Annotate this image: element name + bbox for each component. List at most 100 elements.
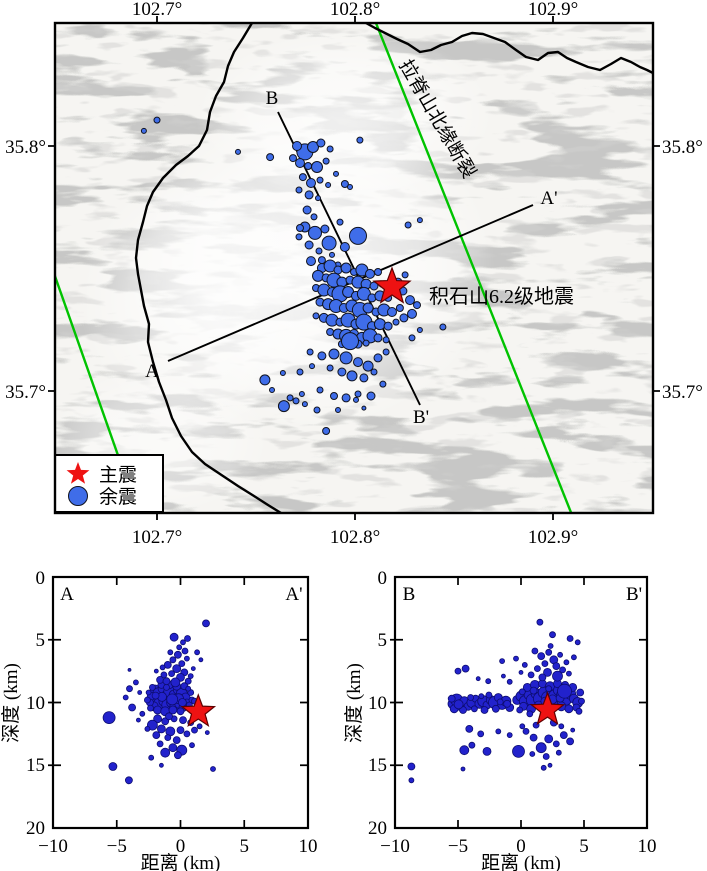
aftershock-dot (506, 732, 513, 738)
lon-tick-bottom-1: 102.7° (132, 527, 182, 548)
aftershock-dot (302, 205, 312, 215)
aftershock-dot (439, 323, 447, 331)
aftershock-dot (552, 662, 561, 670)
aftershock-dot (108, 762, 118, 771)
aftershock-dot (362, 302, 374, 314)
aftershock-dot (190, 666, 196, 671)
aftershock-dot (292, 141, 302, 151)
aftershock-dot (306, 178, 316, 188)
map-tick-marks (48, 16, 660, 520)
aftershock-dot (311, 161, 323, 173)
a-ytick-5: 20 (26, 818, 45, 839)
aftershock-dot (373, 318, 386, 331)
aftershock-dot (559, 731, 568, 739)
aftershock-dot (382, 336, 390, 344)
aftershock-dot (496, 698, 504, 706)
aftershock-dot (470, 705, 478, 713)
aftershock-dot (453, 699, 464, 710)
aftershock-dot (552, 670, 563, 682)
aftershock-dot (286, 394, 294, 402)
aftershock-dot (475, 676, 481, 682)
aftershock-dot (387, 307, 397, 317)
aftershock-dot (499, 658, 506, 664)
aftershock-dot (153, 705, 163, 715)
aftershock-dot (500, 673, 506, 679)
aftershock-dot (181, 647, 189, 655)
aftershock-dot (566, 737, 574, 746)
aftershock-dot (563, 659, 570, 666)
aftershock-dot (401, 271, 409, 279)
aftershock-dot (316, 386, 324, 394)
aftershock-dot (310, 213, 318, 221)
aftershock-dot (166, 693, 179, 706)
aftershock-dot (373, 333, 383, 343)
aftershock-dot (148, 754, 155, 761)
aftershock-dot (135, 717, 141, 723)
aftershock-dot (540, 764, 547, 771)
aftershock-dot (183, 655, 190, 662)
aftershock-dot (176, 707, 185, 716)
b-ytick-3: 10 (368, 693, 387, 714)
aftershock-dot (165, 712, 173, 721)
aftershock-dot (137, 690, 143, 695)
aftershock-dot (172, 736, 181, 744)
aftershock-dot (341, 332, 359, 351)
aftershock-dot (529, 751, 536, 757)
aftershock-dot (545, 648, 553, 656)
aftershock-dot (349, 226, 367, 245)
aftershock-dot (467, 694, 475, 701)
aftershock-dot (173, 751, 182, 760)
section-a-ylabel: 深度 (km) (0, 663, 22, 743)
aftershock-dot (160, 671, 168, 679)
aftershock-dot (339, 351, 353, 365)
mainshock-name-label: 积石山6.2级地震 (429, 285, 574, 308)
aftershock-dot (313, 406, 321, 414)
aftershock-dot (308, 225, 322, 240)
aftershock-dot (347, 184, 353, 190)
aftershock-dot (184, 635, 191, 642)
aftershock-dot (326, 364, 334, 372)
aftershock-dot (204, 730, 210, 735)
aftershock-dot (536, 618, 544, 626)
aftershock-dot (566, 635, 574, 642)
aftershock-dot (160, 747, 171, 758)
aftershock-dot (128, 703, 137, 712)
aftershock-dot (478, 693, 485, 700)
aftershock-dot (191, 726, 198, 734)
aftershock-dot (259, 374, 271, 386)
b-xtick-4: 5 (579, 836, 589, 857)
section-a-left-label: A (60, 584, 74, 605)
aftershock-dot (382, 348, 390, 356)
aftershock-dot (306, 348, 314, 356)
section-b-left-label: B (403, 584, 416, 605)
aftershock-dot (373, 353, 383, 363)
aftershock-dot (169, 632, 179, 642)
aftershock-dot (326, 145, 334, 153)
aftershock-dot (143, 696, 151, 704)
section-a-tick-marks (48, 577, 308, 828)
a-xtick-3: 0 (176, 836, 186, 857)
legend-mainshock-label: 主震 (99, 464, 137, 486)
aftershock-dot (152, 731, 161, 739)
aftershock-dot (340, 262, 352, 274)
map-legend: 主震 余震 (55, 454, 164, 513)
aftershock-dot (127, 668, 132, 672)
map-panel: 拉脊山北缘断裂 积石山6.2级地震 A A' B B' 主震 余震 102.7°… (5, 0, 703, 548)
aftershock-dot (296, 368, 304, 376)
aftershock-dot (179, 716, 187, 724)
aftershock-dot (552, 740, 560, 748)
aftershock-dot (395, 304, 404, 312)
aftershock-dot (167, 649, 174, 656)
a-ytick-1: 0 (36, 568, 46, 589)
aftershock-dot (362, 339, 370, 347)
aftershock-dot (320, 224, 330, 234)
aftershock-dot (408, 334, 416, 342)
aftershock-dot (321, 235, 337, 251)
section-a-dots (102, 619, 216, 785)
aftershock-dot (529, 733, 538, 742)
aftershock-dot (168, 670, 176, 677)
aftershock-dot (312, 312, 320, 320)
aftershock-dot (513, 655, 519, 662)
aftershock-dot (340, 180, 349, 188)
aftershock-dot (512, 745, 525, 758)
